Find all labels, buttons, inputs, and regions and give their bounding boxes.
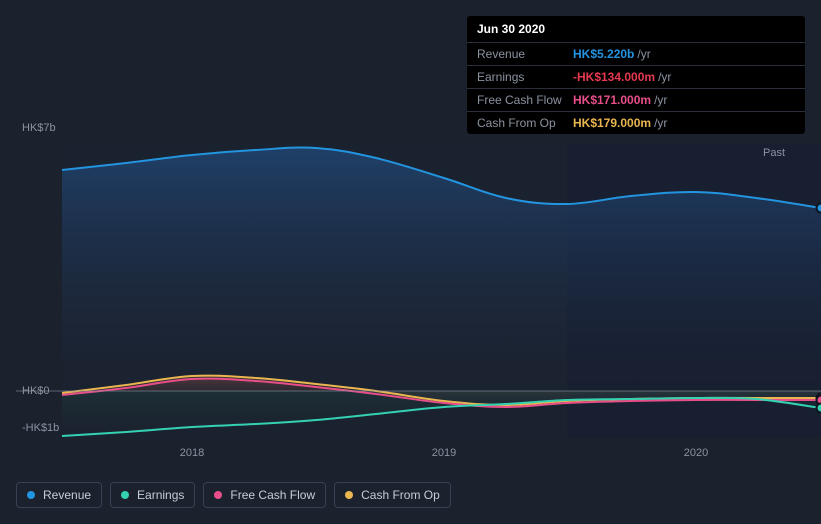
tooltip-date: Jun 30 2020 — [467, 16, 805, 43]
x-axis-label: 2020 — [684, 447, 708, 459]
tooltip-value: HK$171.000m — [573, 93, 651, 107]
y-axis-label: -HK$1b — [22, 422, 59, 434]
y-axis-label: HK$0 — [22, 385, 50, 397]
legend-item-earnings[interactable]: Earnings — [110, 482, 195, 508]
legend-swatch — [345, 491, 353, 499]
legend-item-cfo[interactable]: Cash From Op — [334, 482, 451, 508]
legend-item-revenue[interactable]: Revenue — [16, 482, 102, 508]
tooltip-unit: /yr — [658, 70, 671, 84]
legend-item-fcf[interactable]: Free Cash Flow — [203, 482, 326, 508]
legend-label: Cash From Op — [361, 488, 440, 502]
legend-label: Revenue — [43, 488, 91, 502]
chart-tooltip: Jun 30 2020 Revenue HK$5.220b /yr Earnin… — [467, 16, 805, 134]
tooltip-label: Earnings — [477, 70, 573, 84]
tooltip-label: Free Cash Flow — [477, 93, 573, 107]
tooltip-label: Cash From Op — [477, 116, 573, 130]
tooltip-row-cfo: Cash From Op HK$179.000m /yr — [467, 112, 805, 134]
tooltip-unit: /yr — [637, 47, 650, 61]
tooltip-row-earnings: Earnings -HK$134.000m /yr — [467, 66, 805, 89]
legend-swatch — [214, 491, 222, 499]
chart-legend: Revenue Earnings Free Cash Flow Cash Fro… — [16, 482, 451, 508]
past-label: Past — [763, 147, 785, 159]
x-axis-label: 2018 — [180, 447, 204, 459]
tooltip-value: HK$5.220b — [573, 47, 634, 61]
tooltip-row-revenue: Revenue HK$5.220b /yr — [467, 43, 805, 66]
tooltip-label: Revenue — [477, 47, 573, 61]
legend-label: Free Cash Flow — [230, 488, 315, 502]
tooltip-value: -HK$134.000m — [573, 70, 655, 84]
tooltip-row-fcf: Free Cash Flow HK$171.000m /yr — [467, 89, 805, 112]
legend-label: Earnings — [137, 488, 184, 502]
legend-swatch — [121, 491, 129, 499]
y-axis-label: HK$7b — [22, 122, 56, 134]
tooltip-value: HK$179.000m — [573, 116, 651, 130]
tooltip-unit: /yr — [654, 116, 667, 130]
tooltip-unit: /yr — [654, 93, 667, 107]
legend-swatch — [27, 491, 35, 499]
x-axis-label: 2019 — [432, 447, 456, 459]
